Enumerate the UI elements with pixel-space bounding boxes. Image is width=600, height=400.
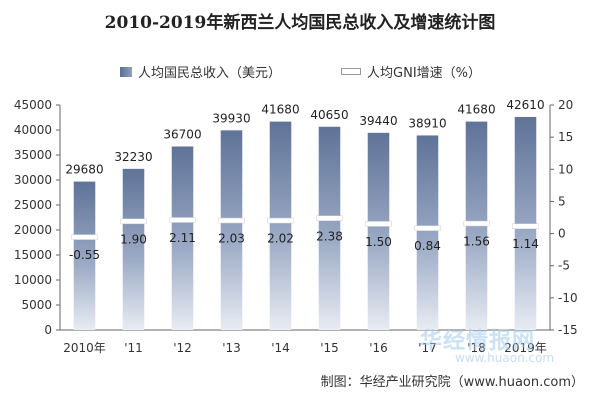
right-tick-label: 15 <box>558 130 573 144</box>
x-tick-label: '17 <box>418 341 437 355</box>
legend-label-growth: 人均GNI增速（%） <box>367 66 482 81</box>
left-tick-label: 0 <box>44 323 52 337</box>
growth-value-label: 0.84 <box>414 239 441 253</box>
left-tick-label: 5000 <box>21 298 52 312</box>
x-tick-label: '18 <box>467 341 486 355</box>
x-tick-label: '15 <box>320 341 339 355</box>
bar-value-label: 38910 <box>408 116 446 130</box>
growth-value-label: 2.38 <box>316 229 343 243</box>
growth-marker <box>316 215 343 222</box>
x-tick-label: '12 <box>173 341 192 355</box>
bar-value-label: 40650 <box>310 108 348 122</box>
bar <box>171 146 194 330</box>
x-tick-label: '13 <box>222 341 241 355</box>
right-tick-label: 0 <box>558 227 566 241</box>
bar-value-label: 41680 <box>457 103 495 117</box>
right-tick-label: 5 <box>558 194 566 208</box>
right-tick-label: -5 <box>558 259 570 273</box>
right-tick-label: 20 <box>558 98 573 112</box>
growth-value-label: -0.55 <box>69 248 100 262</box>
growth-marker <box>169 217 196 223</box>
growth-value-label: 1.14 <box>512 237 539 251</box>
x-tick-label: '16 <box>369 341 388 355</box>
growth-marker <box>267 217 294 224</box>
bar <box>269 121 292 330</box>
bar-value-label: 39930 <box>212 111 250 125</box>
right-tick-label: -15 <box>558 323 578 337</box>
growth-value-label: 2.11 <box>169 231 196 245</box>
growth-marker <box>414 225 441 231</box>
right-tick-label: -10 <box>558 291 578 305</box>
bar <box>514 116 537 330</box>
left-tick-label: 35000 <box>14 148 52 162</box>
growth-marker <box>218 217 245 224</box>
x-tick-label: '14 <box>271 341 290 355</box>
left-tick-label: 15000 <box>14 248 52 262</box>
bar <box>122 168 145 330</box>
bar-value-label: 32230 <box>114 150 152 164</box>
left-tick-label: 25000 <box>14 198 52 212</box>
growth-marker <box>365 221 392 227</box>
bar <box>220 130 243 330</box>
watermark-text: 华经情报网 <box>420 329 536 354</box>
growth-value-label: 1.90 <box>120 232 147 246</box>
growth-value-label: 2.02 <box>267 232 294 246</box>
legend-swatch-marker <box>341 68 362 75</box>
legend-label-income: 人均国民总收入（美元） <box>138 66 282 81</box>
bar <box>367 132 390 330</box>
growth-marker <box>463 220 490 227</box>
left-tick-label: 10000 <box>14 273 52 287</box>
bar-value-label: 36700 <box>163 128 201 142</box>
growth-marker <box>120 218 147 225</box>
bar <box>416 135 439 330</box>
legend-swatch-bar <box>120 66 132 77</box>
bar-value-label: 42610 <box>506 98 544 112</box>
bar-value-label: 29680 <box>65 163 103 177</box>
legend-item-growth: 人均GNI增速（%） <box>341 62 481 81</box>
right-tick-label: 10 <box>558 162 573 176</box>
source-note: 制图：华经产业研究院（www.huaon.com） <box>320 375 584 390</box>
bar-value-label: 41680 <box>261 103 299 117</box>
chart-title: 2010-2019年新西兰人均国民总收入及增速统计图 <box>104 13 496 33</box>
growth-value-label: 1.56 <box>463 235 490 249</box>
bar <box>73 181 96 330</box>
left-tick-label: 20000 <box>14 223 52 237</box>
growth-value-label: 1.50 <box>365 235 392 249</box>
x-tick-label: 2010年 <box>63 341 106 355</box>
legend-item-income: 人均国民总收入（美元） <box>120 62 281 81</box>
left-tick-label: 40000 <box>14 123 52 137</box>
legend: 人均国民总收入（美元） 人均GNI增速（%） <box>120 62 481 81</box>
growth-value-label: 2.03 <box>218 232 245 246</box>
bar-value-label: 39440 <box>359 114 397 128</box>
x-tick-label: '11 <box>124 341 143 355</box>
left-tick-label: 30000 <box>14 173 52 187</box>
growth-marker <box>512 223 539 229</box>
bar <box>318 126 341 330</box>
growth-marker <box>71 234 98 240</box>
watermark-url: www.huaon.com <box>455 351 555 365</box>
x-tick-label: 2019年 <box>504 341 547 355</box>
left-tick-label: 45000 <box>14 98 52 112</box>
